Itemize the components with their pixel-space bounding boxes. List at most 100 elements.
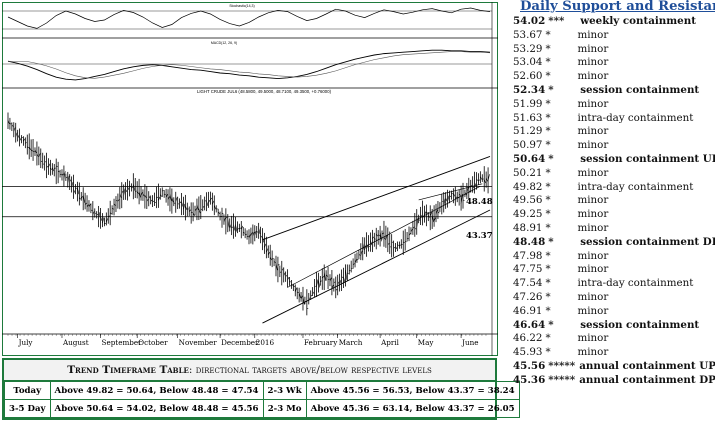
level-row: 45.36 ***** annual containment DP: [513, 374, 715, 387]
level-stars: *: [545, 222, 551, 234]
level-price: 53.29: [513, 42, 543, 55]
price-bar-close: [370, 240, 373, 246]
level-row: 47.54 * intra-day containment: [513, 277, 693, 290]
level-label: minor: [577, 28, 609, 41]
level-price: 46.64: [513, 318, 546, 331]
price-bar-close: [243, 231, 245, 234]
price-bar-close: [462, 199, 465, 201]
level-label: minor: [577, 139, 609, 152]
level-row: 45.56 ***** annual containment UP: [513, 360, 715, 373]
price-bar-close: [339, 279, 342, 285]
price-bar-close: [223, 217, 226, 223]
price-bar-close: [185, 206, 188, 210]
price-bar-close: [156, 196, 159, 199]
price-bar-close: [227, 219, 230, 228]
price-bar-close: [92, 211, 95, 215]
level-price: 53.04: [513, 56, 543, 69]
price-bar-close: [233, 224, 236, 231]
price-bar-close: [268, 251, 270, 255]
price-bar-close: [447, 195, 450, 202]
price-bar-close: [23, 138, 26, 142]
level-row: 45.93 * minor: [513, 346, 608, 359]
price-bar-close: [7, 120, 10, 125]
price-bar-close: [445, 197, 448, 202]
price-bar-close: [50, 168, 53, 170]
level-stars: *: [548, 153, 554, 165]
price-bar-close: [410, 229, 413, 232]
price-bar-close: [310, 294, 313, 297]
price-bar-close: [40, 160, 43, 163]
level-label: minor: [577, 304, 609, 317]
level-price: 49.56: [513, 194, 543, 207]
price-bar-close: [73, 189, 76, 193]
price-bar-close: [113, 203, 116, 206]
price-bar-close: [352, 263, 355, 265]
level-price: 50.21: [513, 166, 543, 179]
price-bar-close: [36, 153, 39, 157]
price-bar-close: [379, 231, 382, 242]
short-trendline: [418, 183, 483, 201]
price-bar-close: [102, 217, 105, 224]
level-row: 46.22 * minor: [513, 332, 608, 345]
price-bar-close: [347, 272, 349, 274]
price-bar-close: [325, 274, 328, 277]
price-bar-close: [283, 272, 286, 276]
price-bar-close: [395, 246, 398, 250]
price-bar-close: [204, 199, 207, 202]
price-bar-close: [81, 196, 83, 199]
price-bar-close: [165, 194, 168, 198]
price-bar-close: [108, 215, 110, 218]
price-bar-close: [69, 178, 72, 182]
price-bar-close: [123, 188, 126, 196]
level-row: 47.75 * minor: [513, 263, 608, 276]
price-bar-close: [129, 185, 132, 188]
price-bar-close: [252, 231, 255, 236]
level-price: 52.34: [513, 84, 546, 96]
price-bar-close: [188, 209, 191, 212]
price-bar-close: [179, 201, 182, 204]
price-bar-close: [79, 197, 81, 200]
price-bar-close: [374, 238, 376, 240]
level-stars: *: [545, 42, 551, 55]
price-bar-close: [385, 234, 388, 240]
price-bar-close: [273, 261, 276, 263]
level-stars: *: [545, 139, 551, 152]
price-bar-close: [408, 233, 411, 236]
price-bar-close: [119, 193, 122, 198]
level-label: minor: [577, 70, 609, 83]
level-label: minor: [577, 97, 609, 110]
level-label: minor: [577, 291, 609, 303]
price-bar-close: [405, 241, 407, 243]
price-bar-close: [175, 197, 178, 202]
level-row: 53.04 * minor: [513, 56, 608, 69]
price-bar-close: [28, 146, 31, 150]
price-bar-close: [158, 196, 161, 201]
level-price: 47.75: [513, 263, 543, 276]
price-bar-close: [152, 200, 155, 202]
level-row: 48.48 * session containment DP: [513, 236, 715, 249]
price-bar-close: [397, 244, 399, 246]
price-bar-close: [144, 194, 147, 198]
price-bar-close: [196, 204, 199, 211]
price-bar-close: [269, 257, 272, 261]
level-stars: *: [545, 28, 551, 41]
price-bar-close: [312, 291, 315, 294]
price-bar-close: [327, 278, 330, 280]
level-row: 53.67 * minor: [513, 29, 608, 42]
price-bar-close: [381, 232, 384, 235]
channel-upper: [262, 156, 491, 241]
price-bar-close: [480, 176, 483, 180]
price-bar-close: [453, 193, 456, 197]
price-bar-close: [323, 272, 326, 281]
price-bar-close: [478, 179, 480, 181]
stochastic-panel: [2, 7, 492, 30]
price-bar-close: [25, 142, 27, 144]
level-price: 45.36: [513, 373, 546, 386]
trend-label-today: Today: [4, 381, 51, 400]
level-label: minor: [577, 263, 609, 276]
price-bar-close: [56, 165, 58, 167]
price-bar-close: [100, 216, 103, 221]
level-row: 47.98 * minor: [513, 250, 608, 263]
